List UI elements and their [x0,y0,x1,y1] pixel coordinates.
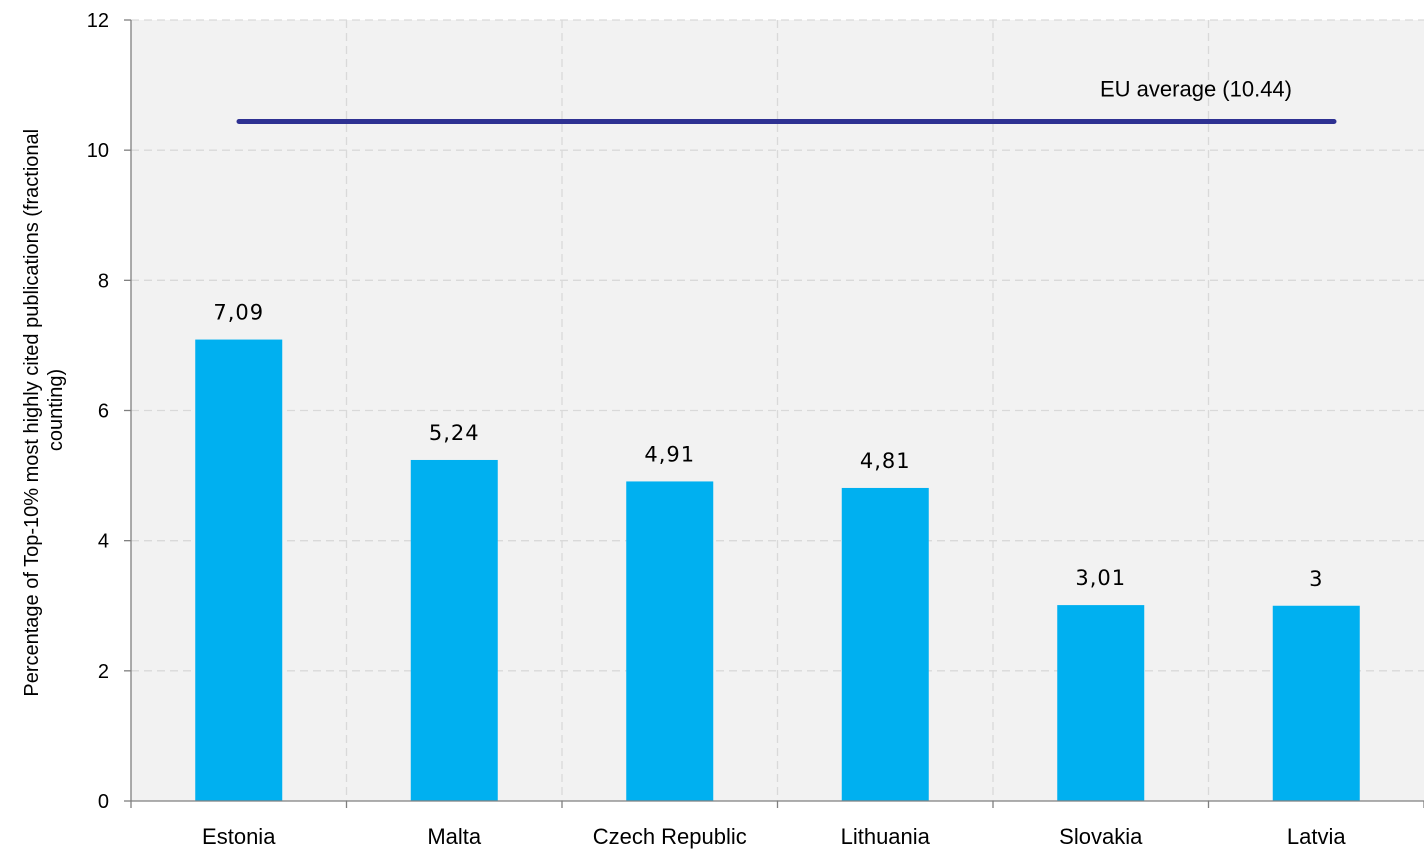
bar [195,339,283,801]
y-axis-title: Percentage of Top-10% most highly cited … [21,123,67,696]
y-tick-label: 0 [98,791,109,813]
data-labels: 7,09 5,24 4,91 4,81 3,01 3 [213,301,1323,591]
y-tick-label: 10 [87,140,109,162]
bar [410,459,498,801]
eu-average-reference: EU average (10.44) [236,77,1337,125]
bars [195,339,1360,801]
y-tick-label: 4 [98,531,109,553]
data-label: 4,81 [860,449,911,473]
x-category-labels: Estonia Malta Czech Republic Lithuania Slova… [202,824,1346,849]
axes [124,19,1424,808]
category-label: Lithuania [841,824,931,849]
y-tick-label: 8 [98,270,109,292]
data-label: 7,09 [213,301,264,325]
y-tick-label: 2 [98,661,109,683]
data-label: 4,91 [644,442,695,466]
category-label: Malta [427,824,482,849]
category-label: Slovakia [1059,824,1143,849]
category-label: Estonia [202,824,276,849]
y-axis-title-line2: counting) [45,369,67,451]
grid-lines [131,19,1424,801]
bar [1057,605,1145,801]
data-label: 5,24 [429,421,480,445]
y-tick-labels: 0 2 4 6 8 10 12 [87,10,109,813]
y-tick-label: 6 [98,401,109,423]
bar [1272,605,1360,801]
data-label: 3 [1309,567,1323,591]
category-label: Czech Republic [593,824,747,849]
bar [841,487,929,801]
eu-average-label: EU average (10.44) [1100,77,1292,102]
y-tick-label: 12 [87,10,109,32]
data-label: 3,01 [1075,566,1126,590]
y-axis-title-line1: Percentage of Top-10% most highly cited … [21,129,43,697]
category-label: Latvia [1287,824,1346,849]
bar [626,481,714,801]
